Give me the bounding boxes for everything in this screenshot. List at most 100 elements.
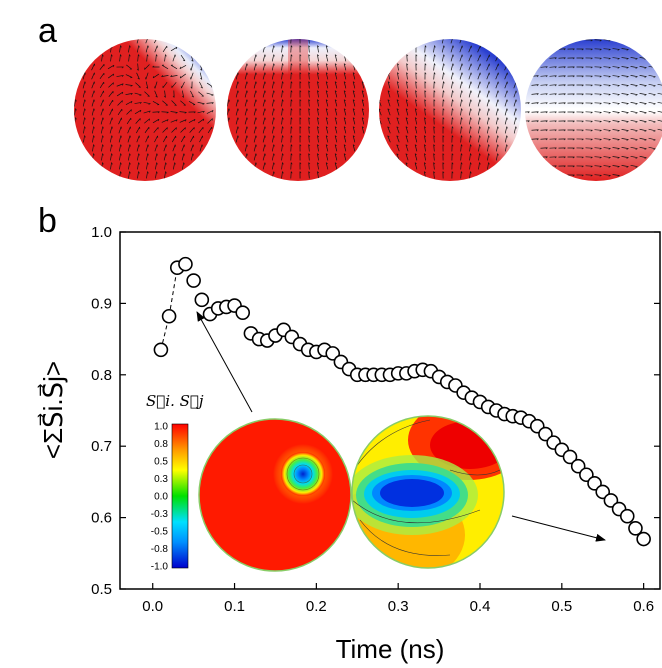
spin-arrow [91,81,95,89]
spin-arrow [343,81,347,89]
y-tick-label: 1.0 [91,224,112,241]
spin-arrow-head [554,156,557,159]
spin-arrow [144,126,150,134]
spin-arrow [504,117,508,125]
spin-arrow-head [617,103,620,105]
spin-arrow [414,126,418,134]
spin-arrow-head [84,72,86,75]
spin-arrow [477,63,481,71]
spin-arrow [630,119,638,123]
spin-arrow-head [415,72,418,75]
spin-arrow-head [379,117,381,120]
spin-arrow [125,100,133,106]
spin-arrow [197,101,205,105]
spin-arrow [603,129,611,131]
spin-arrow-head [452,81,454,84]
spin-arrow [387,99,391,107]
spin-arrow-head [536,75,539,78]
spin-arrow [424,108,426,116]
spin-arrow [630,128,638,132]
spin-arrow [396,135,400,143]
spin-arrow [531,84,539,86]
spin-arrow [486,72,490,80]
spin-arrow [92,135,94,143]
spin-arrow-head [299,90,302,93]
spin-arrow-head [545,102,548,105]
spin-arrow [271,162,275,170]
spin-arrow [405,117,409,125]
x-tick-label: 0.0 [142,598,163,615]
spin-arrow-head [461,81,463,84]
spin-arrow-head [264,153,266,156]
spin-arrow [450,45,454,53]
spin-disk-3 [379,39,521,181]
spin-arrow [281,54,283,62]
spin-arrow-head [237,135,239,138]
spin-arrow-head [545,138,548,141]
spin-arrow [513,108,517,116]
spin-arrow-head [148,110,151,113]
y-tick-label: 0.9 [91,295,112,312]
spin-arrow [281,90,283,98]
spin-arrow [496,153,498,161]
spin-arrow [83,117,85,125]
data-point [628,521,643,536]
spin-arrow-head [156,171,158,174]
spin-arrow-head [352,90,355,93]
spin-arrow [477,54,481,62]
spin-arrow-head [452,108,454,111]
spin-arrow [271,99,275,107]
spin-arrow [612,111,620,113]
spin-arrow-head [414,135,417,138]
spin-arrow [108,82,114,88]
spin-arrow-head [290,171,293,174]
spin-arrow-head [264,54,266,57]
spin-arrow [396,90,400,98]
spin-arrow-head [129,45,131,48]
spin-arrow [361,117,365,125]
spin-arrow [253,108,257,116]
spin-arrow [450,39,454,44]
spin-arrow-head [617,121,620,123]
spin-arrow-head [461,126,463,129]
spin-arrow-head [644,85,647,87]
spin-arrow-head [461,99,463,102]
spin-arrow-head [325,162,328,165]
spin-arrow-head [264,162,266,165]
spin-arrow [594,129,602,131]
spin-arrow [271,90,275,98]
spin-arrow-head [264,144,266,147]
spin-arrow [648,92,656,96]
colorbar-gradient [171,423,189,569]
spin-arrow [478,126,480,134]
spin-arrow [308,171,310,179]
spin-arrow-head [424,72,427,75]
colorbar-tick-label: -0.8 [151,544,169,555]
spin-arrow-head [572,111,575,114]
spin-arrow-head [246,144,248,147]
spin-arrow [82,99,86,107]
spin-arrow-head [497,108,499,111]
spin-arrow-head [572,57,575,60]
spin-arrow [414,135,418,143]
spin-arrow [648,119,656,123]
spin-arrow-head [308,99,311,102]
spin-arrow [406,63,408,71]
spin-arrow [630,146,638,150]
spin-arrow [612,66,620,68]
spin-arrow [152,73,160,79]
spin-arrow-head [599,148,602,150]
spin-arrow [343,117,347,125]
spin-arrow [128,171,130,179]
spin-arrow [308,144,310,152]
spin-arrow-head [515,99,517,102]
spin-arrow-head [405,153,408,156]
spin-arrow-head [102,117,104,120]
spin-arrow-head [653,130,656,132]
spin-arrow-head [635,130,638,132]
spin-arrow-head [554,93,557,96]
spin-arrow [244,144,248,152]
spin-arrow-head [156,153,158,156]
spin-arrow [118,144,122,152]
spin-arrow [414,117,418,125]
